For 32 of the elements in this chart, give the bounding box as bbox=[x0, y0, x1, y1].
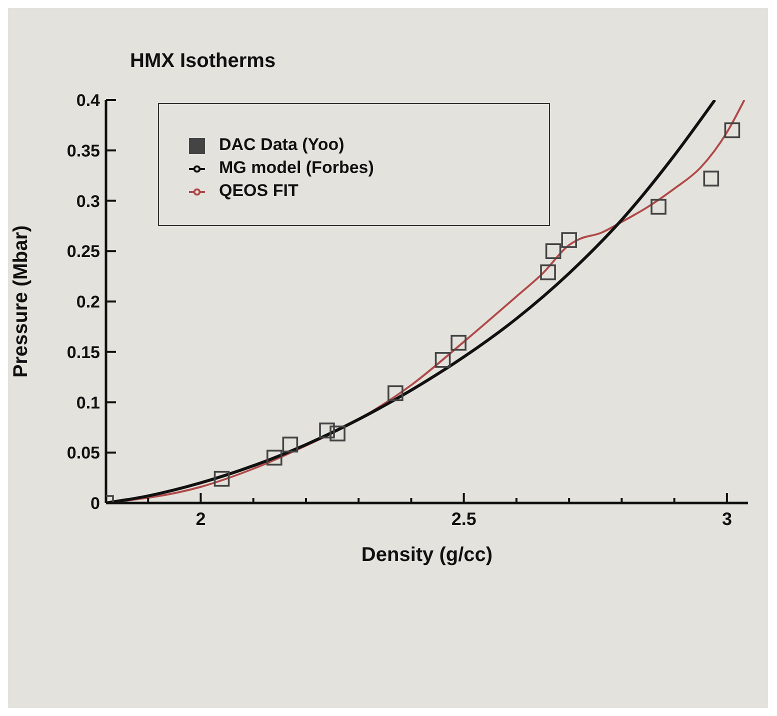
y-tick-label: 0.05 bbox=[66, 444, 100, 463]
point bbox=[561, 232, 577, 248]
y-tick-label: 0.15 bbox=[66, 342, 100, 362]
y-tick-label: 0 bbox=[90, 494, 100, 513]
point bbox=[319, 422, 335, 438]
x-tick-label: 2 bbox=[196, 509, 206, 529]
y-tick-label: 0.3 bbox=[76, 192, 100, 211]
y-tick-label: 0.4 bbox=[76, 91, 101, 110]
y-axis-title: Pressure (Mbar) bbox=[10, 225, 32, 378]
x-tick-label: 3 bbox=[722, 509, 732, 529]
y-tick-label: 0.25 bbox=[66, 242, 100, 262]
x-axis-title: Density (g/cc) bbox=[361, 544, 493, 566]
point bbox=[388, 385, 404, 402]
legend-label: QEOS FIT bbox=[219, 181, 298, 200]
point bbox=[540, 264, 556, 280]
point bbox=[724, 122, 740, 138]
y-tick-label: 0.1 bbox=[76, 393, 100, 412]
x-tick-label: 2.5 bbox=[451, 509, 476, 529]
point bbox=[650, 198, 666, 215]
point bbox=[545, 243, 562, 260]
point bbox=[330, 426, 346, 442]
y-tick-label: 0.35 bbox=[66, 141, 100, 160]
y-tick-label: 0.2 bbox=[76, 292, 100, 312]
point bbox=[434, 352, 451, 368]
legend-label: DAC Data (Yoo) bbox=[219, 135, 344, 154]
point bbox=[450, 334, 466, 351]
point bbox=[282, 436, 298, 452]
legend-label: MG model (Forbes) bbox=[219, 158, 374, 177]
point bbox=[266, 450, 282, 466]
point bbox=[214, 470, 230, 487]
chart-title: HMX Isotherms bbox=[130, 50, 276, 73]
point bbox=[703, 170, 720, 186]
